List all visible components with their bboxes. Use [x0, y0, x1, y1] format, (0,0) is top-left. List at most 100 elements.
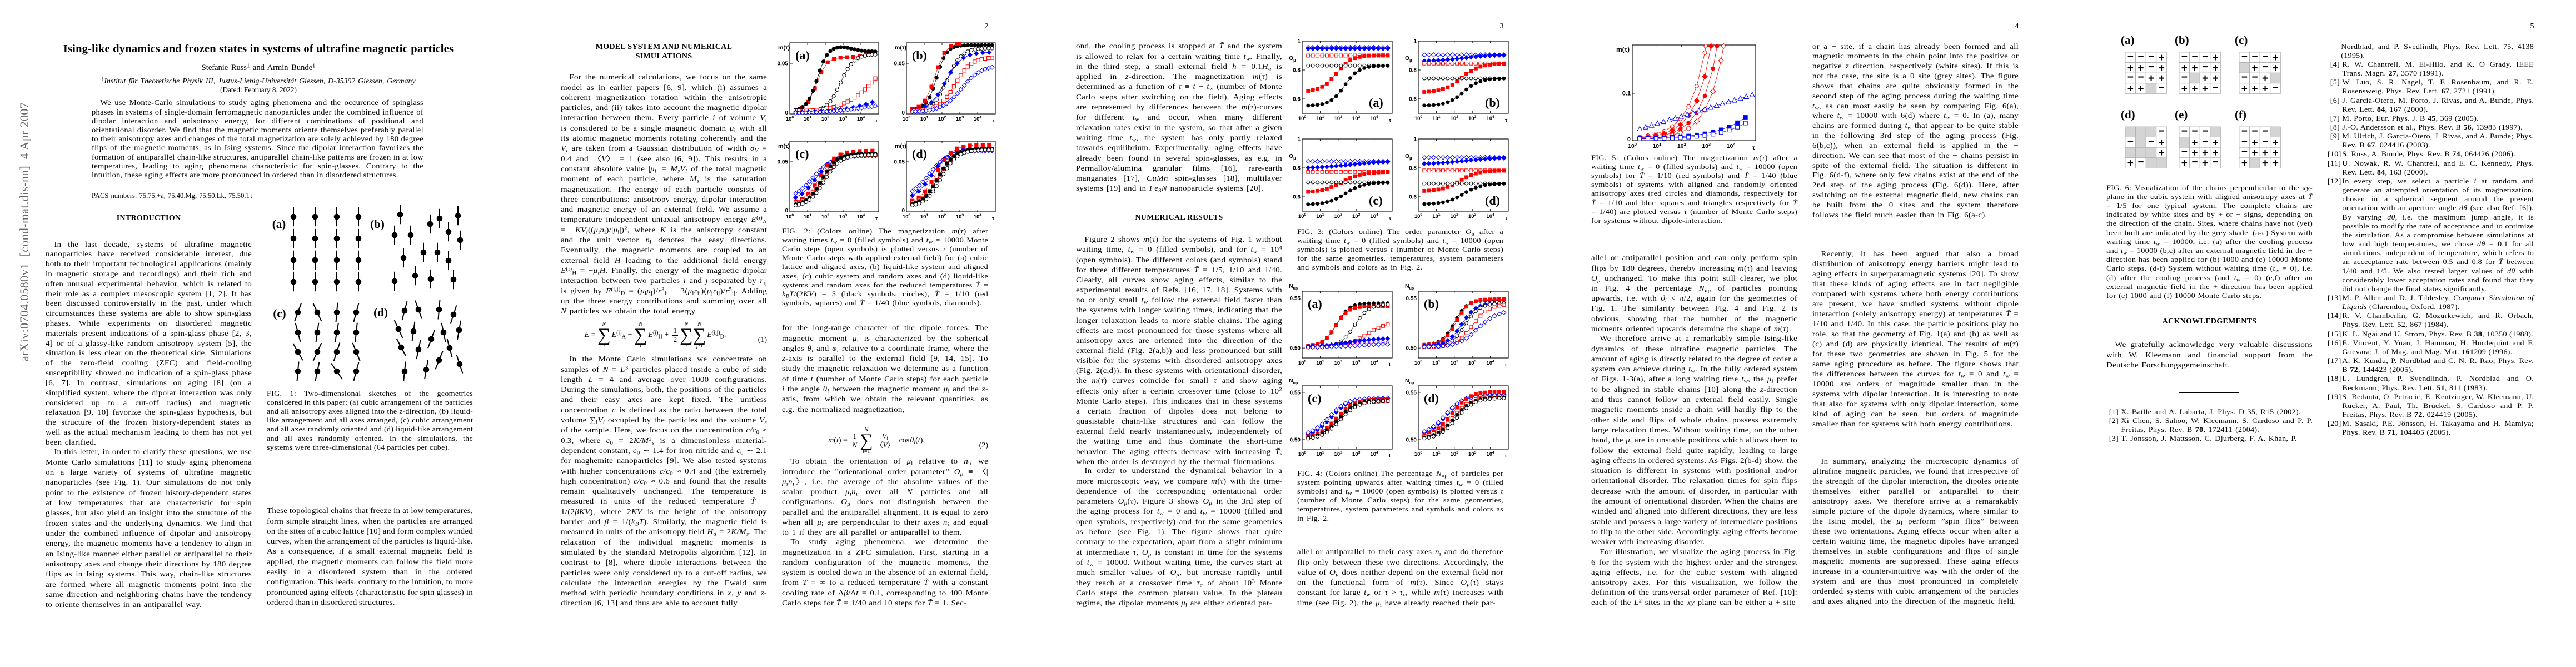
svg-text:(f): (f)	[2235, 108, 2246, 121]
svg-text:−: −	[2241, 126, 2248, 137]
svg-text:0.05: 0.05	[778, 61, 789, 67]
svg-text:103: 103	[1468, 115, 1477, 122]
svg-text:101: 101	[804, 213, 812, 220]
svg-text:τ: τ	[1389, 117, 1392, 123]
svg-text:τ: τ	[1752, 145, 1755, 151]
svg-text:−: −	[2202, 136, 2208, 147]
svg-text:1: 1	[1413, 137, 1417, 143]
svg-text:+: +	[2202, 158, 2208, 170]
svg-text:102: 102	[1334, 360, 1343, 366]
svg-text:+: +	[2213, 147, 2219, 159]
svg-text:(a): (a)	[1369, 96, 1383, 109]
svg-text:101: 101	[1316, 115, 1324, 122]
svg-text:−: −	[2181, 72, 2188, 83]
svg-text:+: +	[2159, 73, 2165, 84]
svg-text:(d): (d)	[912, 147, 927, 161]
svg-text:+: +	[2262, 158, 2268, 170]
svg-text:+: +	[2262, 73, 2268, 84]
svg-text:0: 0	[901, 110, 905, 116]
svg-text:0.50: 0.50	[1290, 437, 1301, 444]
svg-text:102: 102	[938, 116, 946, 122]
svg-text:+: +	[2273, 137, 2279, 148]
svg-text:1: 1	[1297, 39, 1301, 45]
svg-text:104: 104	[974, 116, 982, 122]
svg-text:−: −	[2262, 51, 2268, 63]
svg-text:0.05: 0.05	[894, 61, 905, 67]
svg-text:+: +	[2159, 137, 2165, 148]
svg-text:(e): (e)	[2175, 108, 2188, 121]
svg-text:+: +	[2251, 83, 2258, 95]
svg-text:m(τ): m(τ)	[895, 143, 906, 150]
svg-text:103: 103	[1352, 360, 1361, 366]
svg-text:102: 102	[938, 213, 946, 220]
svg-text:+: +	[2137, 83, 2144, 95]
svg-text:t: t	[1505, 362, 1507, 368]
svg-text:(a): (a)	[1308, 297, 1322, 311]
svg-text:−: −	[2213, 82, 2219, 94]
svg-text:−: −	[2202, 126, 2208, 137]
svg-text:103: 103	[1468, 451, 1477, 457]
svg-text:−: −	[2137, 51, 2144, 63]
svg-text:104: 104	[1486, 213, 1494, 220]
svg-text:Oμ: Oμ	[1289, 55, 1296, 63]
svg-text:τ: τ	[875, 216, 878, 222]
svg-text:102: 102	[1451, 213, 1459, 220]
svg-text:+: +	[2191, 147, 2198, 159]
svg-text:102: 102	[1334, 115, 1343, 122]
svg-text:(a): (a)	[2121, 33, 2135, 47]
svg-text:+: +	[2148, 73, 2154, 84]
svg-text:0: 0	[785, 110, 788, 116]
svg-text:−: −	[2159, 126, 2165, 137]
svg-text:100: 100	[786, 213, 794, 220]
svg-text:Oμ: Oμ	[1405, 153, 1412, 161]
svg-text:(a): (a)	[272, 217, 286, 231]
svg-text:−: −	[2241, 146, 2248, 158]
svg-text:(b): (b)	[370, 217, 385, 231]
svg-text:0.50: 0.50	[1290, 346, 1301, 352]
svg-text:102: 102	[821, 116, 830, 122]
svg-text:−: −	[2181, 146, 2188, 158]
svg-text:(c): (c)	[273, 307, 286, 320]
svg-text:101: 101	[1652, 142, 1662, 150]
svg-text:103: 103	[1702, 142, 1711, 150]
svg-text:τ: τ	[1389, 215, 1392, 221]
svg-text:103: 103	[1352, 451, 1361, 457]
svg-text:0.50: 0.50	[1406, 346, 1417, 352]
svg-text:0.50: 0.50	[1406, 437, 1417, 444]
svg-text:+: +	[2127, 158, 2134, 170]
svg-text:+: +	[2159, 62, 2165, 74]
svg-text:102: 102	[1451, 360, 1459, 366]
svg-text:104: 104	[1370, 115, 1378, 122]
svg-text:−: −	[2202, 61, 2208, 73]
svg-text:104: 104	[857, 116, 865, 122]
svg-text:−: −	[2251, 72, 2258, 83]
svg-text:−: −	[2181, 126, 2188, 137]
svg-text:τ: τ	[992, 118, 995, 124]
svg-text:Oμ: Oμ	[1405, 55, 1412, 63]
svg-text:0.8: 0.8	[1293, 166, 1301, 172]
svg-text:+: +	[2273, 52, 2279, 64]
svg-text:−: −	[2262, 61, 2268, 73]
svg-text:(b): (b)	[912, 48, 927, 62]
svg-text:−: −	[2251, 126, 2258, 137]
svg-text:+: +	[2159, 52, 2165, 64]
svg-text:t: t	[1389, 362, 1391, 368]
svg-text:104: 104	[1486, 451, 1494, 457]
svg-text:1: 1	[1413, 39, 1417, 45]
svg-text:103: 103	[1468, 360, 1477, 366]
svg-text:0.55: 0.55	[1290, 390, 1301, 396]
svg-text:103: 103	[839, 116, 848, 122]
svg-text:103: 103	[1468, 213, 1477, 220]
svg-text:−: −	[2273, 82, 2279, 94]
svg-text:+: +	[2127, 62, 2134, 74]
svg-text:Nup: Nup	[1405, 283, 1414, 291]
svg-text:104: 104	[1370, 213, 1378, 220]
svg-text:+: +	[2251, 147, 2258, 159]
svg-text:(d): (d)	[1424, 391, 1439, 405]
svg-text:101: 101	[1316, 213, 1324, 220]
svg-text:100: 100	[1414, 213, 1423, 220]
svg-text:104: 104	[1370, 451, 1378, 457]
svg-text:(d): (d)	[1485, 193, 1500, 207]
svg-text:+: +	[2273, 158, 2279, 170]
svg-text:0.05: 0.05	[778, 160, 789, 166]
